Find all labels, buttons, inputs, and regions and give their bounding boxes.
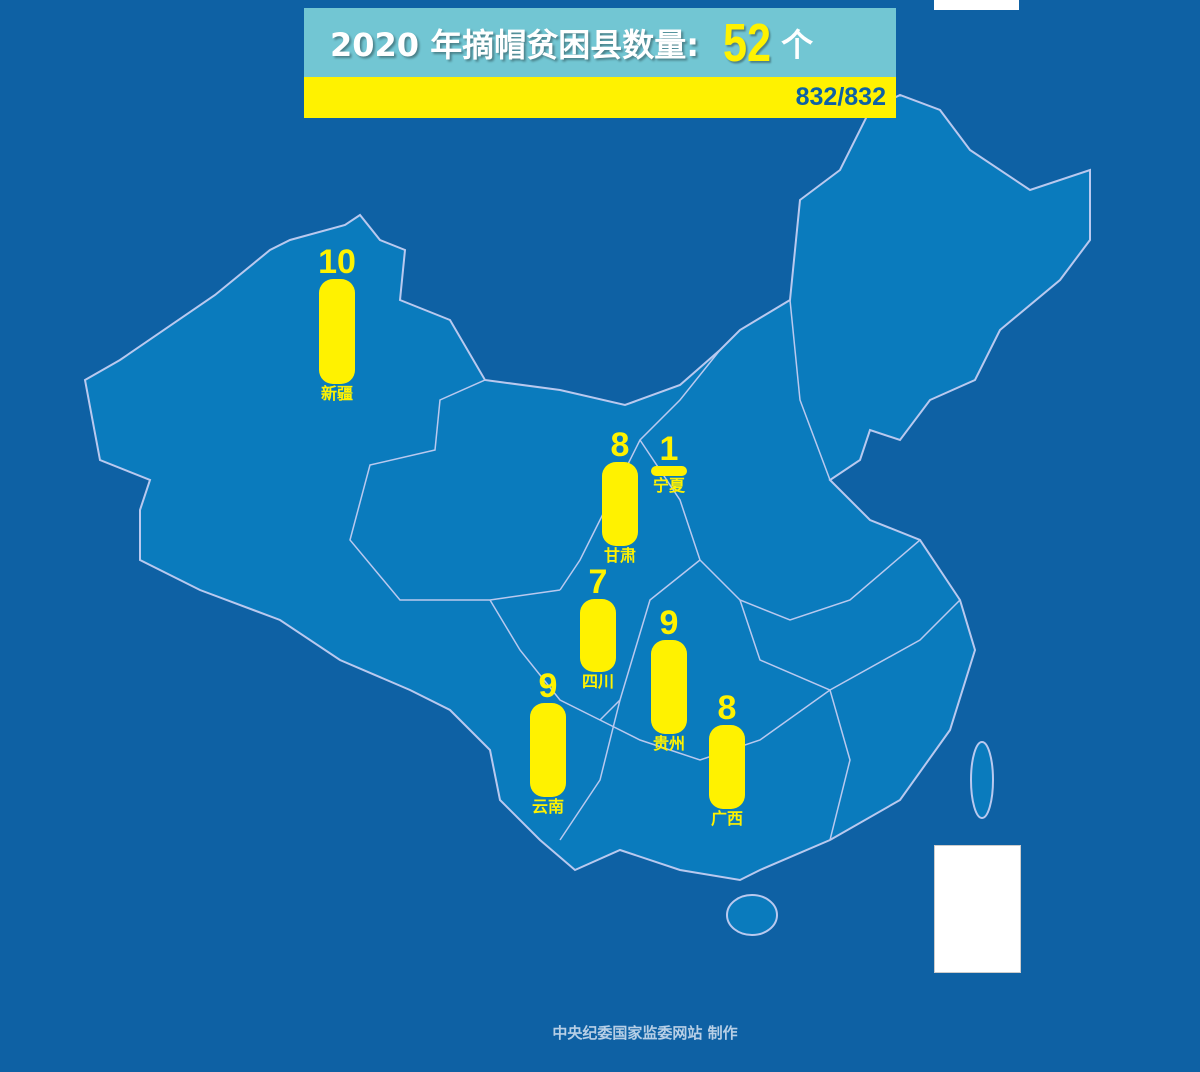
province-marker: 9 云南 — [508, 669, 588, 818]
province-marker: 9 贵州 — [629, 606, 709, 755]
province-borders — [349, 299, 961, 841]
header-title-row: 2020 年摘帽贫困县数量: 52 个 — [304, 8, 896, 77]
province-value: 10 — [318, 243, 356, 281]
header-progress-row: 832/832 — [304, 77, 896, 118]
province-marker: 8 广西 — [687, 691, 767, 829]
footer-credit: 中央纪委国家监委网站 制作 — [552, 1024, 738, 1042]
province-bar — [580, 598, 616, 672]
header-title: 2020 年摘帽贫困县数量: — [330, 25, 700, 64]
province-name: 新疆 — [320, 384, 353, 403]
province-name: 四川 — [581, 672, 614, 691]
province-value: 8 — [717, 689, 737, 727]
progress-text: 832/832 — [795, 83, 886, 111]
province-name: 贵州 — [652, 734, 685, 753]
province-bar — [602, 462, 638, 546]
province-marker: 8 甘肃 — [580, 428, 660, 566]
header-unit: 个 — [781, 25, 814, 64]
province-name: 广西 — [710, 809, 743, 828]
province-name: 宁夏 — [652, 476, 685, 495]
province-bar — [530, 702, 566, 797]
province-value: 9 — [538, 666, 558, 705]
hainan-island — [726, 894, 778, 936]
province-name: 云南 — [531, 797, 564, 816]
header-banner: 2020 年摘帽贫困县数量: 52 个 832/832 — [304, 8, 896, 118]
province-bar — [319, 279, 355, 384]
inset-frame-top — [934, 0, 1019, 10]
province-bar — [651, 465, 687, 476]
taiwan-island — [970, 741, 994, 819]
province-marker: 10 新疆 — [297, 245, 377, 404]
province-value: 8 — [610, 426, 630, 464]
province-value: 9 — [659, 603, 679, 642]
header-count: 52 — [723, 12, 772, 73]
south-china-sea-inset — [934, 845, 1021, 973]
province-value: 1 — [659, 429, 679, 468]
province-name: 甘肃 — [603, 546, 636, 565]
province-marker: 1 宁夏 — [629, 432, 709, 497]
province-bar — [651, 639, 687, 734]
province-value: 7 — [588, 562, 608, 601]
province-bar — [709, 725, 745, 809]
province-marker: 7 四川 — [558, 565, 638, 693]
